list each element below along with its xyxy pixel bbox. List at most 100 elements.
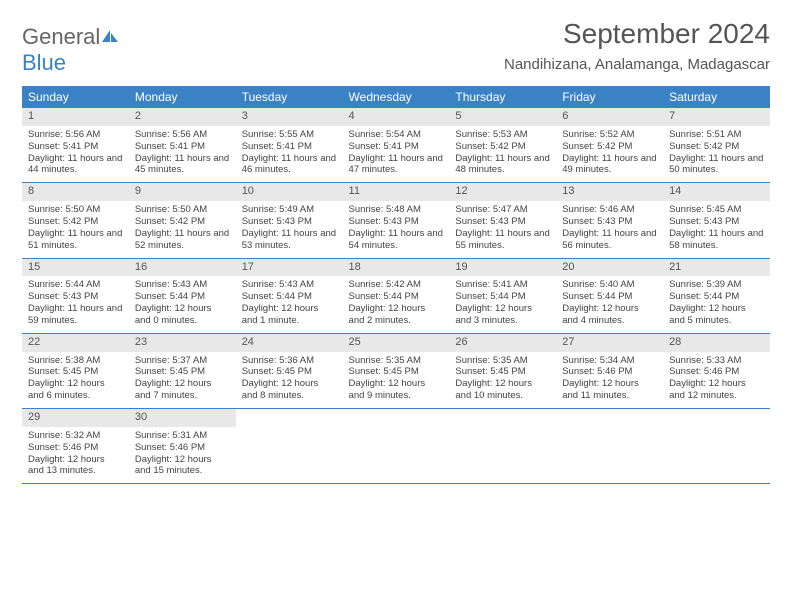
daylight-text: Daylight: 12 hours and 9 minutes.: [349, 378, 444, 402]
sunrise-text: Sunrise: 5:49 AM: [242, 204, 337, 216]
day-content: Sunrise: 5:37 AMSunset: 5:45 PMDaylight:…: [129, 352, 236, 409]
sunset-text: Sunset: 5:45 PM: [455, 366, 550, 378]
day-cell: 11Sunrise: 5:48 AMSunset: 5:43 PMDayligh…: [343, 183, 450, 258]
day-content: Sunrise: 5:39 AMSunset: 5:44 PMDaylight:…: [663, 276, 770, 333]
day-cell: 6Sunrise: 5:52 AMSunset: 5:42 PMDaylight…: [556, 108, 663, 183]
day-content: Sunrise: 5:36 AMSunset: 5:45 PMDaylight:…: [236, 352, 343, 409]
day-content: Sunrise: 5:38 AMSunset: 5:45 PMDaylight:…: [22, 352, 129, 409]
day-cell: 15Sunrise: 5:44 AMSunset: 5:43 PMDayligh…: [22, 258, 129, 333]
day-content: Sunrise: 5:43 AMSunset: 5:44 PMDaylight:…: [129, 276, 236, 333]
day-number: 18: [343, 259, 450, 277]
sunset-text: Sunset: 5:41 PM: [242, 141, 337, 153]
daylight-text: Daylight: 11 hours and 55 minutes.: [455, 228, 550, 252]
daylight-text: Daylight: 12 hours and 1 minute.: [242, 303, 337, 327]
day-number: 15: [22, 259, 129, 277]
day-cell: 14Sunrise: 5:45 AMSunset: 5:43 PMDayligh…: [663, 183, 770, 258]
sunset-text: Sunset: 5:46 PM: [135, 442, 230, 454]
sunrise-text: Sunrise: 5:34 AM: [562, 355, 657, 367]
sunrise-text: Sunrise: 5:54 AM: [349, 129, 444, 141]
day-number: 29: [22, 409, 129, 427]
day-cell: 1Sunrise: 5:56 AMSunset: 5:41 PMDaylight…: [22, 108, 129, 183]
location-text: Nandihizana, Analamanga, Madagascar: [504, 56, 770, 73]
day-cell: 8Sunrise: 5:50 AMSunset: 5:42 PMDaylight…: [22, 183, 129, 258]
sail-icon: [100, 28, 120, 44]
day-cell: 25Sunrise: 5:35 AMSunset: 5:45 PMDayligh…: [343, 333, 450, 408]
sunset-text: Sunset: 5:45 PM: [242, 366, 337, 378]
sunset-text: Sunset: 5:42 PM: [28, 216, 123, 228]
day-content: Sunrise: 5:50 AMSunset: 5:42 PMDaylight:…: [129, 201, 236, 258]
sunrise-text: Sunrise: 5:41 AM: [455, 279, 550, 291]
sunrise-text: Sunrise: 5:44 AM: [28, 279, 123, 291]
page-header: General Blue September 2024 Nandihizana,…: [22, 18, 770, 76]
day-cell: 17Sunrise: 5:43 AMSunset: 5:44 PMDayligh…: [236, 258, 343, 333]
sunset-text: Sunset: 5:44 PM: [242, 291, 337, 303]
day-number: 2: [129, 108, 236, 126]
sunset-text: Sunset: 5:43 PM: [242, 216, 337, 228]
sunrise-text: Sunrise: 5:47 AM: [455, 204, 550, 216]
day-number: 22: [22, 334, 129, 352]
empty-cell: [236, 409, 343, 484]
day-content: Sunrise: 5:44 AMSunset: 5:43 PMDaylight:…: [22, 276, 129, 333]
day-cell: 13Sunrise: 5:46 AMSunset: 5:43 PMDayligh…: [556, 183, 663, 258]
day-content: Sunrise: 5:40 AMSunset: 5:44 PMDaylight:…: [556, 276, 663, 333]
sunrise-text: Sunrise: 5:52 AM: [562, 129, 657, 141]
daylight-text: Daylight: 11 hours and 47 minutes.: [349, 153, 444, 177]
sunset-text: Sunset: 5:41 PM: [349, 141, 444, 153]
day-content: Sunrise: 5:51 AMSunset: 5:42 PMDaylight:…: [663, 126, 770, 183]
logo: General Blue: [22, 18, 120, 76]
day-cell: 30Sunrise: 5:31 AMSunset: 5:46 PMDayligh…: [129, 409, 236, 484]
weekday-header-row: SundayMondayTuesdayWednesdayThursdayFrid…: [22, 86, 770, 108]
daylight-text: Daylight: 11 hours and 44 minutes.: [28, 153, 123, 177]
day-number: 17: [236, 259, 343, 277]
sunrise-text: Sunrise: 5:45 AM: [669, 204, 764, 216]
sunrise-text: Sunrise: 5:32 AM: [28, 430, 123, 442]
day-number: 13: [556, 183, 663, 201]
daylight-text: Daylight: 12 hours and 0 minutes.: [135, 303, 230, 327]
day-content: Sunrise: 5:56 AMSunset: 5:41 PMDaylight:…: [129, 126, 236, 183]
title-block: September 2024 Nandihizana, Analamanga, …: [504, 18, 770, 73]
daylight-text: Daylight: 12 hours and 8 minutes.: [242, 378, 337, 402]
sunrise-text: Sunrise: 5:31 AM: [135, 430, 230, 442]
daylight-text: Daylight: 12 hours and 12 minutes.: [669, 378, 764, 402]
sunrise-text: Sunrise: 5:50 AM: [135, 204, 230, 216]
daylight-text: Daylight: 11 hours and 54 minutes.: [349, 228, 444, 252]
weekday-header: Saturday: [663, 86, 770, 108]
sunset-text: Sunset: 5:42 PM: [135, 216, 230, 228]
empty-cell: [556, 409, 663, 484]
sunset-text: Sunset: 5:44 PM: [455, 291, 550, 303]
day-cell: 3Sunrise: 5:55 AMSunset: 5:41 PMDaylight…: [236, 108, 343, 183]
sunset-text: Sunset: 5:42 PM: [455, 141, 550, 153]
sunset-text: Sunset: 5:46 PM: [669, 366, 764, 378]
day-number: 25: [343, 334, 450, 352]
daylight-text: Daylight: 11 hours and 51 minutes.: [28, 228, 123, 252]
day-cell: 2Sunrise: 5:56 AMSunset: 5:41 PMDaylight…: [129, 108, 236, 183]
day-cell: 9Sunrise: 5:50 AMSunset: 5:42 PMDaylight…: [129, 183, 236, 258]
sunset-text: Sunset: 5:45 PM: [135, 366, 230, 378]
sunrise-text: Sunrise: 5:36 AM: [242, 355, 337, 367]
day-content: Sunrise: 5:35 AMSunset: 5:45 PMDaylight:…: [343, 352, 450, 409]
day-cell: 29Sunrise: 5:32 AMSunset: 5:46 PMDayligh…: [22, 409, 129, 484]
calendar-body: 1Sunrise: 5:56 AMSunset: 5:41 PMDaylight…: [22, 108, 770, 484]
daylight-text: Daylight: 11 hours and 49 minutes.: [562, 153, 657, 177]
day-number: 16: [129, 259, 236, 277]
day-cell: 24Sunrise: 5:36 AMSunset: 5:45 PMDayligh…: [236, 333, 343, 408]
daylight-text: Daylight: 12 hours and 7 minutes.: [135, 378, 230, 402]
day-content: Sunrise: 5:45 AMSunset: 5:43 PMDaylight:…: [663, 201, 770, 258]
day-cell: 28Sunrise: 5:33 AMSunset: 5:46 PMDayligh…: [663, 333, 770, 408]
sunset-text: Sunset: 5:46 PM: [28, 442, 123, 454]
day-cell: 22Sunrise: 5:38 AMSunset: 5:45 PMDayligh…: [22, 333, 129, 408]
day-content: Sunrise: 5:47 AMSunset: 5:43 PMDaylight:…: [449, 201, 556, 258]
sunrise-text: Sunrise: 5:50 AM: [28, 204, 123, 216]
weekday-header: Thursday: [449, 86, 556, 108]
day-content: Sunrise: 5:53 AMSunset: 5:42 PMDaylight:…: [449, 126, 556, 183]
sunset-text: Sunset: 5:41 PM: [135, 141, 230, 153]
sunrise-text: Sunrise: 5:56 AM: [135, 129, 230, 141]
daylight-text: Daylight: 12 hours and 10 minutes.: [455, 378, 550, 402]
day-cell: 5Sunrise: 5:53 AMSunset: 5:42 PMDaylight…: [449, 108, 556, 183]
sunset-text: Sunset: 5:42 PM: [669, 141, 764, 153]
sunrise-text: Sunrise: 5:33 AM: [669, 355, 764, 367]
day-cell: 4Sunrise: 5:54 AMSunset: 5:41 PMDaylight…: [343, 108, 450, 183]
day-cell: 26Sunrise: 5:35 AMSunset: 5:45 PMDayligh…: [449, 333, 556, 408]
day-content: Sunrise: 5:33 AMSunset: 5:46 PMDaylight:…: [663, 352, 770, 409]
daylight-text: Daylight: 12 hours and 11 minutes.: [562, 378, 657, 402]
